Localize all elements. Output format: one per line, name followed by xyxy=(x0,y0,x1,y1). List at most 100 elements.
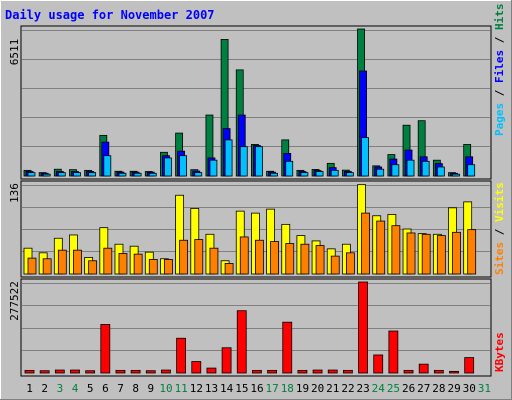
bar-kbytes-day-29 xyxy=(449,370,459,374)
bar-sites-day-1 xyxy=(27,257,37,275)
x-tick-label-day-5: 5 xyxy=(87,382,94,395)
x-tick-label-day-15: 15 xyxy=(235,382,248,395)
bar-kbytes-day-20 xyxy=(312,369,323,374)
bar-sites-day-14 xyxy=(224,263,234,275)
bar-kbytes-day-9 xyxy=(145,370,156,374)
x-tick-label-day-16: 16 xyxy=(250,382,263,395)
bar-sites-day-7 xyxy=(118,253,128,275)
x-tick-label-day-1: 1 xyxy=(26,382,33,395)
bar-kbytes-day-13 xyxy=(206,367,217,374)
x-tick-label-day-10: 10 xyxy=(159,382,172,395)
x-tick-label-day-30: 30 xyxy=(463,382,476,395)
bar-sites-day-26 xyxy=(406,232,416,275)
bar-kbytes-day-24 xyxy=(373,354,384,374)
bar-pages-day-9 xyxy=(148,172,157,177)
x-tick-label-day-28: 28 xyxy=(432,382,445,395)
bar-kbytes-day-5 xyxy=(85,370,96,374)
bar-kbytes-day-16 xyxy=(252,369,262,374)
bar-kbytes-day-27 xyxy=(418,363,429,374)
legend-kbytes: KBytes xyxy=(493,332,506,372)
legend-sites: Sites xyxy=(493,242,506,275)
bar-kbytes-day-19 xyxy=(297,369,308,374)
bar-sites-day-20 xyxy=(315,245,325,275)
bar-kbytes-day-1 xyxy=(24,369,35,374)
bar-pages-day-28 xyxy=(436,166,445,177)
x-tick-label-day-2: 2 xyxy=(41,382,48,395)
bar-sites-day-30 xyxy=(467,229,477,275)
bar-pages-day-8 xyxy=(133,172,142,177)
bar-pages-day-11 xyxy=(179,155,188,177)
chart-title: Daily usage for November 2007 xyxy=(5,8,215,22)
x-tick-label-day-31: 31 xyxy=(478,382,491,395)
bar-pages-day-18 xyxy=(285,160,294,177)
bar-sites-day-24 xyxy=(376,220,386,275)
bar-kbytes-day-18 xyxy=(282,321,293,374)
bar-kbytes-day-17 xyxy=(267,369,277,374)
bar-kbytes-day-6 xyxy=(100,324,111,374)
bar-pages-day-25 xyxy=(391,164,400,177)
x-tick-label-day-14: 14 xyxy=(220,382,234,395)
bar-sites-day-19 xyxy=(300,243,310,275)
bar-kbytes-day-23 xyxy=(358,281,368,374)
bar-pages-day-26 xyxy=(406,159,415,177)
bar-sites-day-5 xyxy=(88,260,98,275)
bar-kbytes-day-25 xyxy=(388,330,399,374)
bar-sites-day-3 xyxy=(57,249,67,275)
bar-pages-day-13 xyxy=(209,159,218,177)
middle-ymax-label: 136 xyxy=(8,183,21,203)
bar-kbytes-day-15 xyxy=(236,310,247,374)
bar-sites-day-10 xyxy=(164,259,173,275)
x-tick-label-day-3: 3 xyxy=(57,382,64,395)
bar-sites-day-16 xyxy=(255,239,264,275)
bar-pages-day-12 xyxy=(194,172,203,177)
bar-pages-day-16 xyxy=(255,146,263,177)
bar-pages-day-5 xyxy=(88,172,97,177)
bar-pages-day-15 xyxy=(239,146,248,177)
bar-pages-day-3 xyxy=(57,172,66,177)
bar-pages-day-6 xyxy=(103,155,112,177)
panel-bottom-frame xyxy=(20,278,492,377)
x-tick-label-day-27: 27 xyxy=(417,382,430,395)
x-tick-label-day-26: 26 xyxy=(402,382,415,395)
x-tick-label-day-29: 29 xyxy=(447,382,460,395)
x-tick-label-day-23: 23 xyxy=(357,382,370,395)
bar-kbytes-day-4 xyxy=(70,369,80,374)
bar-sites-day-6 xyxy=(103,247,113,275)
bar-kbytes-day-3 xyxy=(54,369,65,374)
x-tick-label-day-9: 9 xyxy=(148,382,155,395)
bar-sites-day-27 xyxy=(421,233,431,275)
bar-pages-day-10 xyxy=(164,157,172,177)
x-tick-label-day-25: 25 xyxy=(387,382,400,395)
x-tick-label-day-17: 17 xyxy=(266,382,279,395)
bar-kbytes-day-26 xyxy=(403,369,414,374)
x-tick-label-day-13: 13 xyxy=(205,382,218,395)
x-tick-label-day-19: 19 xyxy=(296,382,309,395)
legend-pages: Pages xyxy=(493,103,506,136)
bar-pages-day-2 xyxy=(42,173,51,177)
x-axis-labels: 1 2 3 4 5 6 7 8 9 10 11 12 13 14 15 16 17 18 19 20 21 22 23 24 2… xyxy=(26,382,491,395)
bar-pages-day-1 xyxy=(27,172,36,177)
legend-visits: Visits xyxy=(493,182,506,222)
bar-kbytes-day-7 xyxy=(115,369,126,374)
legend-files: Files xyxy=(493,50,506,83)
bar-sites-day-22 xyxy=(345,252,355,275)
bar-kbytes-day-10 xyxy=(161,369,171,374)
bar-sites-day-25 xyxy=(391,225,401,275)
bar-pages-day-20 xyxy=(315,171,324,177)
bar-pages-day-17 xyxy=(270,172,278,177)
x-tick-label-day-12: 12 xyxy=(190,382,203,395)
bar-sites-day-4 xyxy=(73,249,82,275)
bar-kbytes-day-21 xyxy=(327,369,338,374)
bar-pages-day-19 xyxy=(300,172,309,177)
legend-sep-1: / xyxy=(493,83,506,103)
bar-kbytes-day-8 xyxy=(130,369,141,374)
top-ymax-label: 6511 xyxy=(8,39,21,66)
legend-sep-3: / xyxy=(493,222,506,242)
bar-pages-day-30 xyxy=(467,164,476,177)
bar-kbytes-day-11 xyxy=(176,337,187,374)
bar-kbytes-day-30 xyxy=(464,357,475,374)
bar-kbytes-day-22 xyxy=(342,369,353,374)
legend-sep-2: / xyxy=(493,30,506,50)
